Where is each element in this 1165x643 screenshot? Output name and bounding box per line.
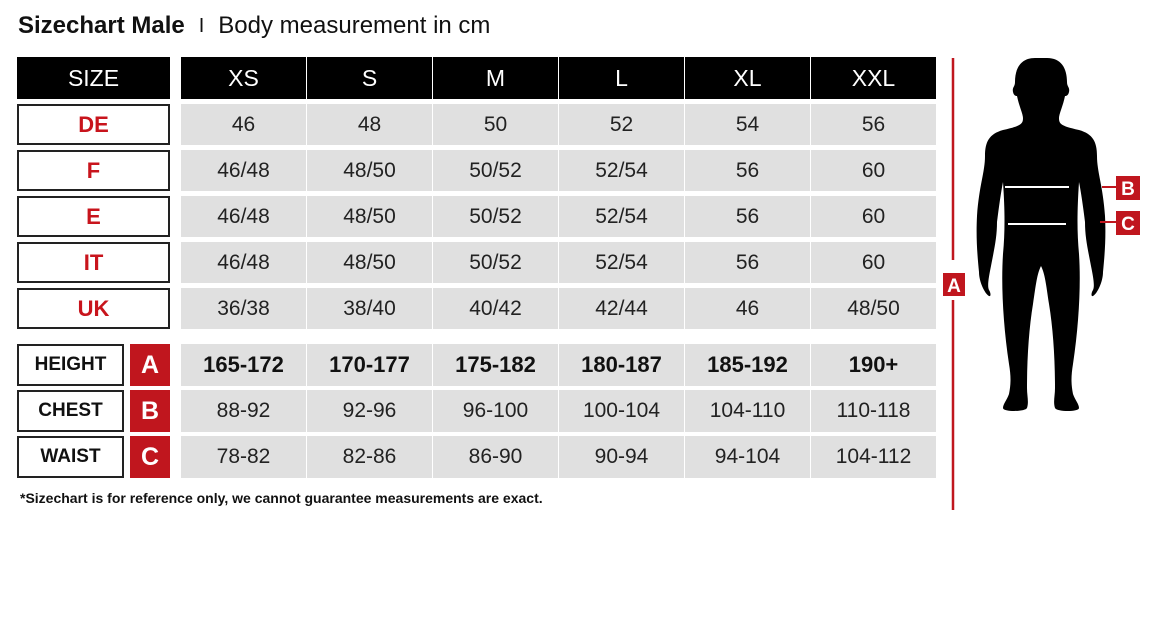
table-cell: 56 xyxy=(811,104,936,145)
measure-letter-b: B xyxy=(130,390,170,432)
footnote: *Sizechart is for reference only, we can… xyxy=(20,490,543,506)
table-cell: 94-104 xyxy=(685,436,810,478)
size-header-s: S xyxy=(307,57,432,99)
row-label-it: IT xyxy=(17,242,170,283)
height-letter-box xyxy=(943,273,965,296)
table-cell: 42/44 xyxy=(559,288,684,329)
height-letter: A xyxy=(947,276,961,297)
table-cell: 170-177 xyxy=(307,344,432,386)
table-cell: 52 xyxy=(559,104,684,145)
table-cell: 90-94 xyxy=(559,436,684,478)
row-label-de: DE xyxy=(17,104,170,145)
table-cell: 40/42 xyxy=(433,288,558,329)
table-cell: 100-104 xyxy=(559,390,684,432)
measure-label-height: HEIGHT xyxy=(17,344,124,386)
table-cell: 50/52 xyxy=(433,150,558,191)
table-cell: 88-92 xyxy=(181,390,306,432)
table-cell: 56 xyxy=(685,196,810,237)
table-cell: 165-172 xyxy=(181,344,306,386)
table-cell: 110-118 xyxy=(811,390,936,432)
table-cell: 38/40 xyxy=(307,288,432,329)
table-cell: 180-187 xyxy=(559,344,684,386)
size-header-xl: XL xyxy=(685,57,810,99)
table-cell: 56 xyxy=(685,242,810,283)
row-label-f: F xyxy=(17,150,170,191)
row-label-uk: UK xyxy=(17,288,170,329)
table-cell: 56 xyxy=(685,150,810,191)
title-subtitle: Body measurement in cm xyxy=(218,12,491,39)
table-cell: 185-192 xyxy=(685,344,810,386)
measure-letter-a: A xyxy=(130,344,170,386)
title-separator: I xyxy=(198,14,205,37)
table-cell: 50 xyxy=(433,104,558,145)
table-cell: 46/48 xyxy=(181,196,306,237)
table-cell: 50/52 xyxy=(433,196,558,237)
size-header-xxl: XXL xyxy=(811,57,936,99)
waist-letter-box xyxy=(1116,211,1140,235)
table-cell: 86-90 xyxy=(433,436,558,478)
table-cell: 60 xyxy=(811,242,936,283)
table-cell: 52/54 xyxy=(559,196,684,237)
measure-label-chest: CHEST xyxy=(17,390,124,432)
table-cell: 48/50 xyxy=(307,242,432,283)
size-header-m: M xyxy=(433,57,558,99)
table-cell: 190+ xyxy=(811,344,936,386)
size-header-l: L xyxy=(559,57,684,99)
table-cell: 60 xyxy=(811,150,936,191)
table-cell: 48 xyxy=(307,104,432,145)
chest-letter-box xyxy=(1116,176,1140,200)
table-cell: 96-100 xyxy=(433,390,558,432)
table-cell: 60 xyxy=(811,196,936,237)
table-cell: 82-86 xyxy=(307,436,432,478)
table-cell: 78-82 xyxy=(181,436,306,478)
size-header-xs: XS xyxy=(181,57,306,99)
table-cell: 36/38 xyxy=(181,288,306,329)
table-cell: 48/50 xyxy=(811,288,936,329)
page-title: Sizechart Male I Body measurement in cm xyxy=(18,12,490,40)
chest-letter: B xyxy=(1121,179,1135,200)
table-cell: 104-110 xyxy=(685,390,810,432)
table-cell: 104-112 xyxy=(811,436,936,478)
table-cell: 46 xyxy=(181,104,306,145)
table-cell: 54 xyxy=(685,104,810,145)
title-bold: Sizechart Male xyxy=(18,12,185,39)
table-cell: 92-96 xyxy=(307,390,432,432)
size-header-label: SIZE xyxy=(17,57,170,99)
row-label-e: E xyxy=(17,196,170,237)
waist-letter: C xyxy=(1121,214,1135,235)
body-figure: A B C xyxy=(943,58,1140,510)
table-cell: 50/52 xyxy=(433,242,558,283)
measure-label-waist: WAIST xyxy=(17,436,124,478)
table-cell: 52/54 xyxy=(559,242,684,283)
table-cell: 48/50 xyxy=(307,150,432,191)
table-cell: 52/54 xyxy=(559,150,684,191)
table-cell: 175-182 xyxy=(433,344,558,386)
table-cell: 46/48 xyxy=(181,150,306,191)
table-cell: 46 xyxy=(685,288,810,329)
table-cell: 46/48 xyxy=(181,242,306,283)
table-cell: 48/50 xyxy=(307,196,432,237)
measure-letter-c: C xyxy=(130,436,170,478)
man-silhouette-icon xyxy=(976,58,1106,411)
